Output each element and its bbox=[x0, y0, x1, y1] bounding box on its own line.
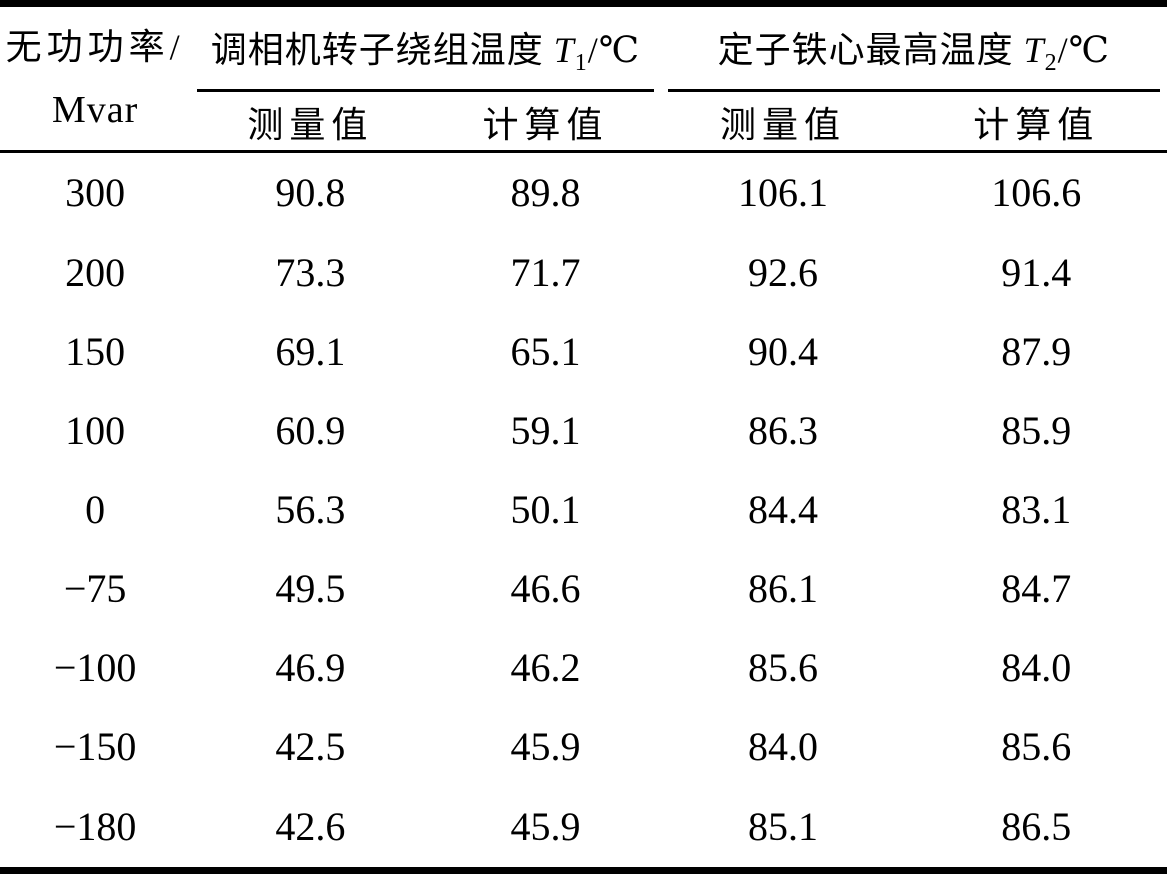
cell-reactive-power: 0 bbox=[85, 486, 106, 532]
subheader-calculated-1: 计算值 bbox=[430, 91, 661, 153]
cell-t1-calculated: 89.8 bbox=[510, 170, 581, 216]
group1-unit: /℃ bbox=[587, 30, 641, 70]
cell-t2-calculated: 106.6 bbox=[991, 170, 1082, 216]
cell-t1-measured: 60.9 bbox=[275, 407, 346, 453]
cell-t2-measured: 86.3 bbox=[748, 407, 819, 453]
cell-t1-calculated: 46.6 bbox=[510, 565, 581, 611]
cell-t2-measured: 92.6 bbox=[748, 249, 819, 295]
table-row: −180 42.6 45.9 85.1 86.5 bbox=[0, 786, 1167, 871]
group1-prefix: 调相机转子绕组温度 bbox=[210, 30, 554, 70]
cell-t2-calculated: 85.9 bbox=[1001, 407, 1072, 453]
group1-variable-t: T bbox=[553, 30, 575, 70]
cell-t1-calculated: 45.9 bbox=[510, 803, 581, 849]
cell-t2-measured: 84.4 bbox=[748, 486, 819, 532]
cell-t2-calculated: 84.7 bbox=[1001, 565, 1072, 611]
group2-prefix: 定子铁心最高温度 bbox=[717, 30, 1024, 70]
cell-reactive-power: 100 bbox=[65, 407, 126, 453]
cell-t2-measured: 90.4 bbox=[748, 328, 819, 374]
cell-t1-measured: 46.9 bbox=[275, 644, 346, 690]
subheader-measured-2: 测量值 bbox=[660, 91, 906, 153]
cell-t2-measured: 85.6 bbox=[748, 644, 819, 690]
cell-reactive-power: −150 bbox=[53, 723, 137, 769]
cell-t2-calculated: 85.6 bbox=[1001, 723, 1072, 769]
cell-t1-measured: 42.5 bbox=[275, 723, 346, 769]
cell-t1-measured: 69.1 bbox=[275, 328, 346, 374]
cell-reactive-power: −75 bbox=[63, 565, 127, 611]
cell-t2-measured: 85.1 bbox=[748, 803, 819, 849]
cell-t1-measured: 49.5 bbox=[275, 565, 346, 611]
cell-t1-measured: 73.3 bbox=[275, 249, 346, 295]
group2-unit: /℃ bbox=[1057, 30, 1110, 70]
cell-t1-calculated: 59.1 bbox=[510, 407, 581, 453]
cell-t1-calculated: 46.2 bbox=[510, 644, 581, 690]
header-group-stator-core-temp: 定子铁心最高温度 T2/℃ bbox=[661, 4, 1167, 92]
subheader-measured-1: 测量值 bbox=[190, 91, 431, 153]
header-sub-row: 测量值 计算值 测量值 计算值 bbox=[0, 91, 1167, 153]
cell-t1-calculated: 71.7 bbox=[510, 249, 581, 295]
header-group-row: 无功功率/ Mvar 调相机转子绕组温度 T1/℃ 定子铁心最高温度 T2/℃ bbox=[0, 3, 1167, 153]
table-header: 无功功率/ Mvar 调相机转子绕组温度 T1/℃ 定子铁心最高温度 T2/℃ … bbox=[0, 3, 1167, 153]
subheader-calculated-2: 计算值 bbox=[905, 91, 1167, 153]
cell-t2-measured: 106.1 bbox=[738, 170, 829, 216]
cell-reactive-power: −100 bbox=[53, 644, 137, 690]
table-row: −150 42.5 45.9 84.0 85.6 bbox=[0, 707, 1167, 786]
table-row: 0 56.3 50.1 84.4 83.1 bbox=[0, 470, 1167, 549]
cell-t1-calculated: 50.1 bbox=[510, 486, 581, 532]
table-row: 300 90.8 89.8 106.1 106.6 bbox=[0, 152, 1167, 233]
table-row: −75 49.5 46.6 86.1 84.7 bbox=[0, 549, 1167, 628]
cell-t1-calculated: 65.1 bbox=[510, 328, 581, 374]
table-row: −100 46.9 46.2 85.6 84.0 bbox=[0, 628, 1167, 707]
table-row: 150 69.1 65.1 90.4 87.9 bbox=[0, 312, 1167, 391]
header-reactive-power: 无功功率/ Mvar bbox=[0, 3, 191, 153]
cell-t1-measured: 42.6 bbox=[275, 803, 346, 849]
group2-subscript: 2 bbox=[1044, 50, 1058, 76]
cell-t1-measured: 90.8 bbox=[275, 170, 346, 216]
cell-t2-calculated: 83.1 bbox=[1001, 486, 1072, 532]
cell-t2-measured: 86.1 bbox=[748, 565, 819, 611]
cell-t2-calculated: 91.4 bbox=[1001, 249, 1072, 295]
cell-reactive-power: 200 bbox=[65, 249, 126, 295]
header-reactive-power-unit: Mvar bbox=[51, 88, 139, 131]
table-row: 100 60.9 59.1 86.3 85.9 bbox=[0, 391, 1167, 470]
table-row: 200 73.3 71.7 92.6 91.4 bbox=[0, 233, 1167, 312]
cell-t2-calculated: 87.9 bbox=[1001, 328, 1072, 374]
cell-reactive-power: 300 bbox=[65, 170, 126, 216]
cell-t1-measured: 56.3 bbox=[275, 486, 346, 532]
cell-t2-calculated: 86.5 bbox=[1001, 803, 1072, 849]
cell-t2-calculated: 84.0 bbox=[1001, 644, 1072, 690]
header-reactive-power-label: 无功功率/ bbox=[5, 26, 185, 67]
cell-reactive-power: 150 bbox=[65, 328, 126, 374]
header-group-rotor-winding-temp: 调相机转子绕组温度 T1/℃ bbox=[190, 4, 660, 92]
cell-t2-measured: 84.0 bbox=[748, 723, 819, 769]
group2-variable-t: T bbox=[1023, 30, 1045, 70]
cell-t1-calculated: 45.9 bbox=[510, 723, 581, 769]
table-body: 300 90.8 89.8 106.1 106.6 200 73.3 71.7 … bbox=[0, 152, 1167, 871]
cell-reactive-power: −180 bbox=[53, 803, 137, 849]
group1-subscript: 1 bbox=[574, 50, 588, 76]
